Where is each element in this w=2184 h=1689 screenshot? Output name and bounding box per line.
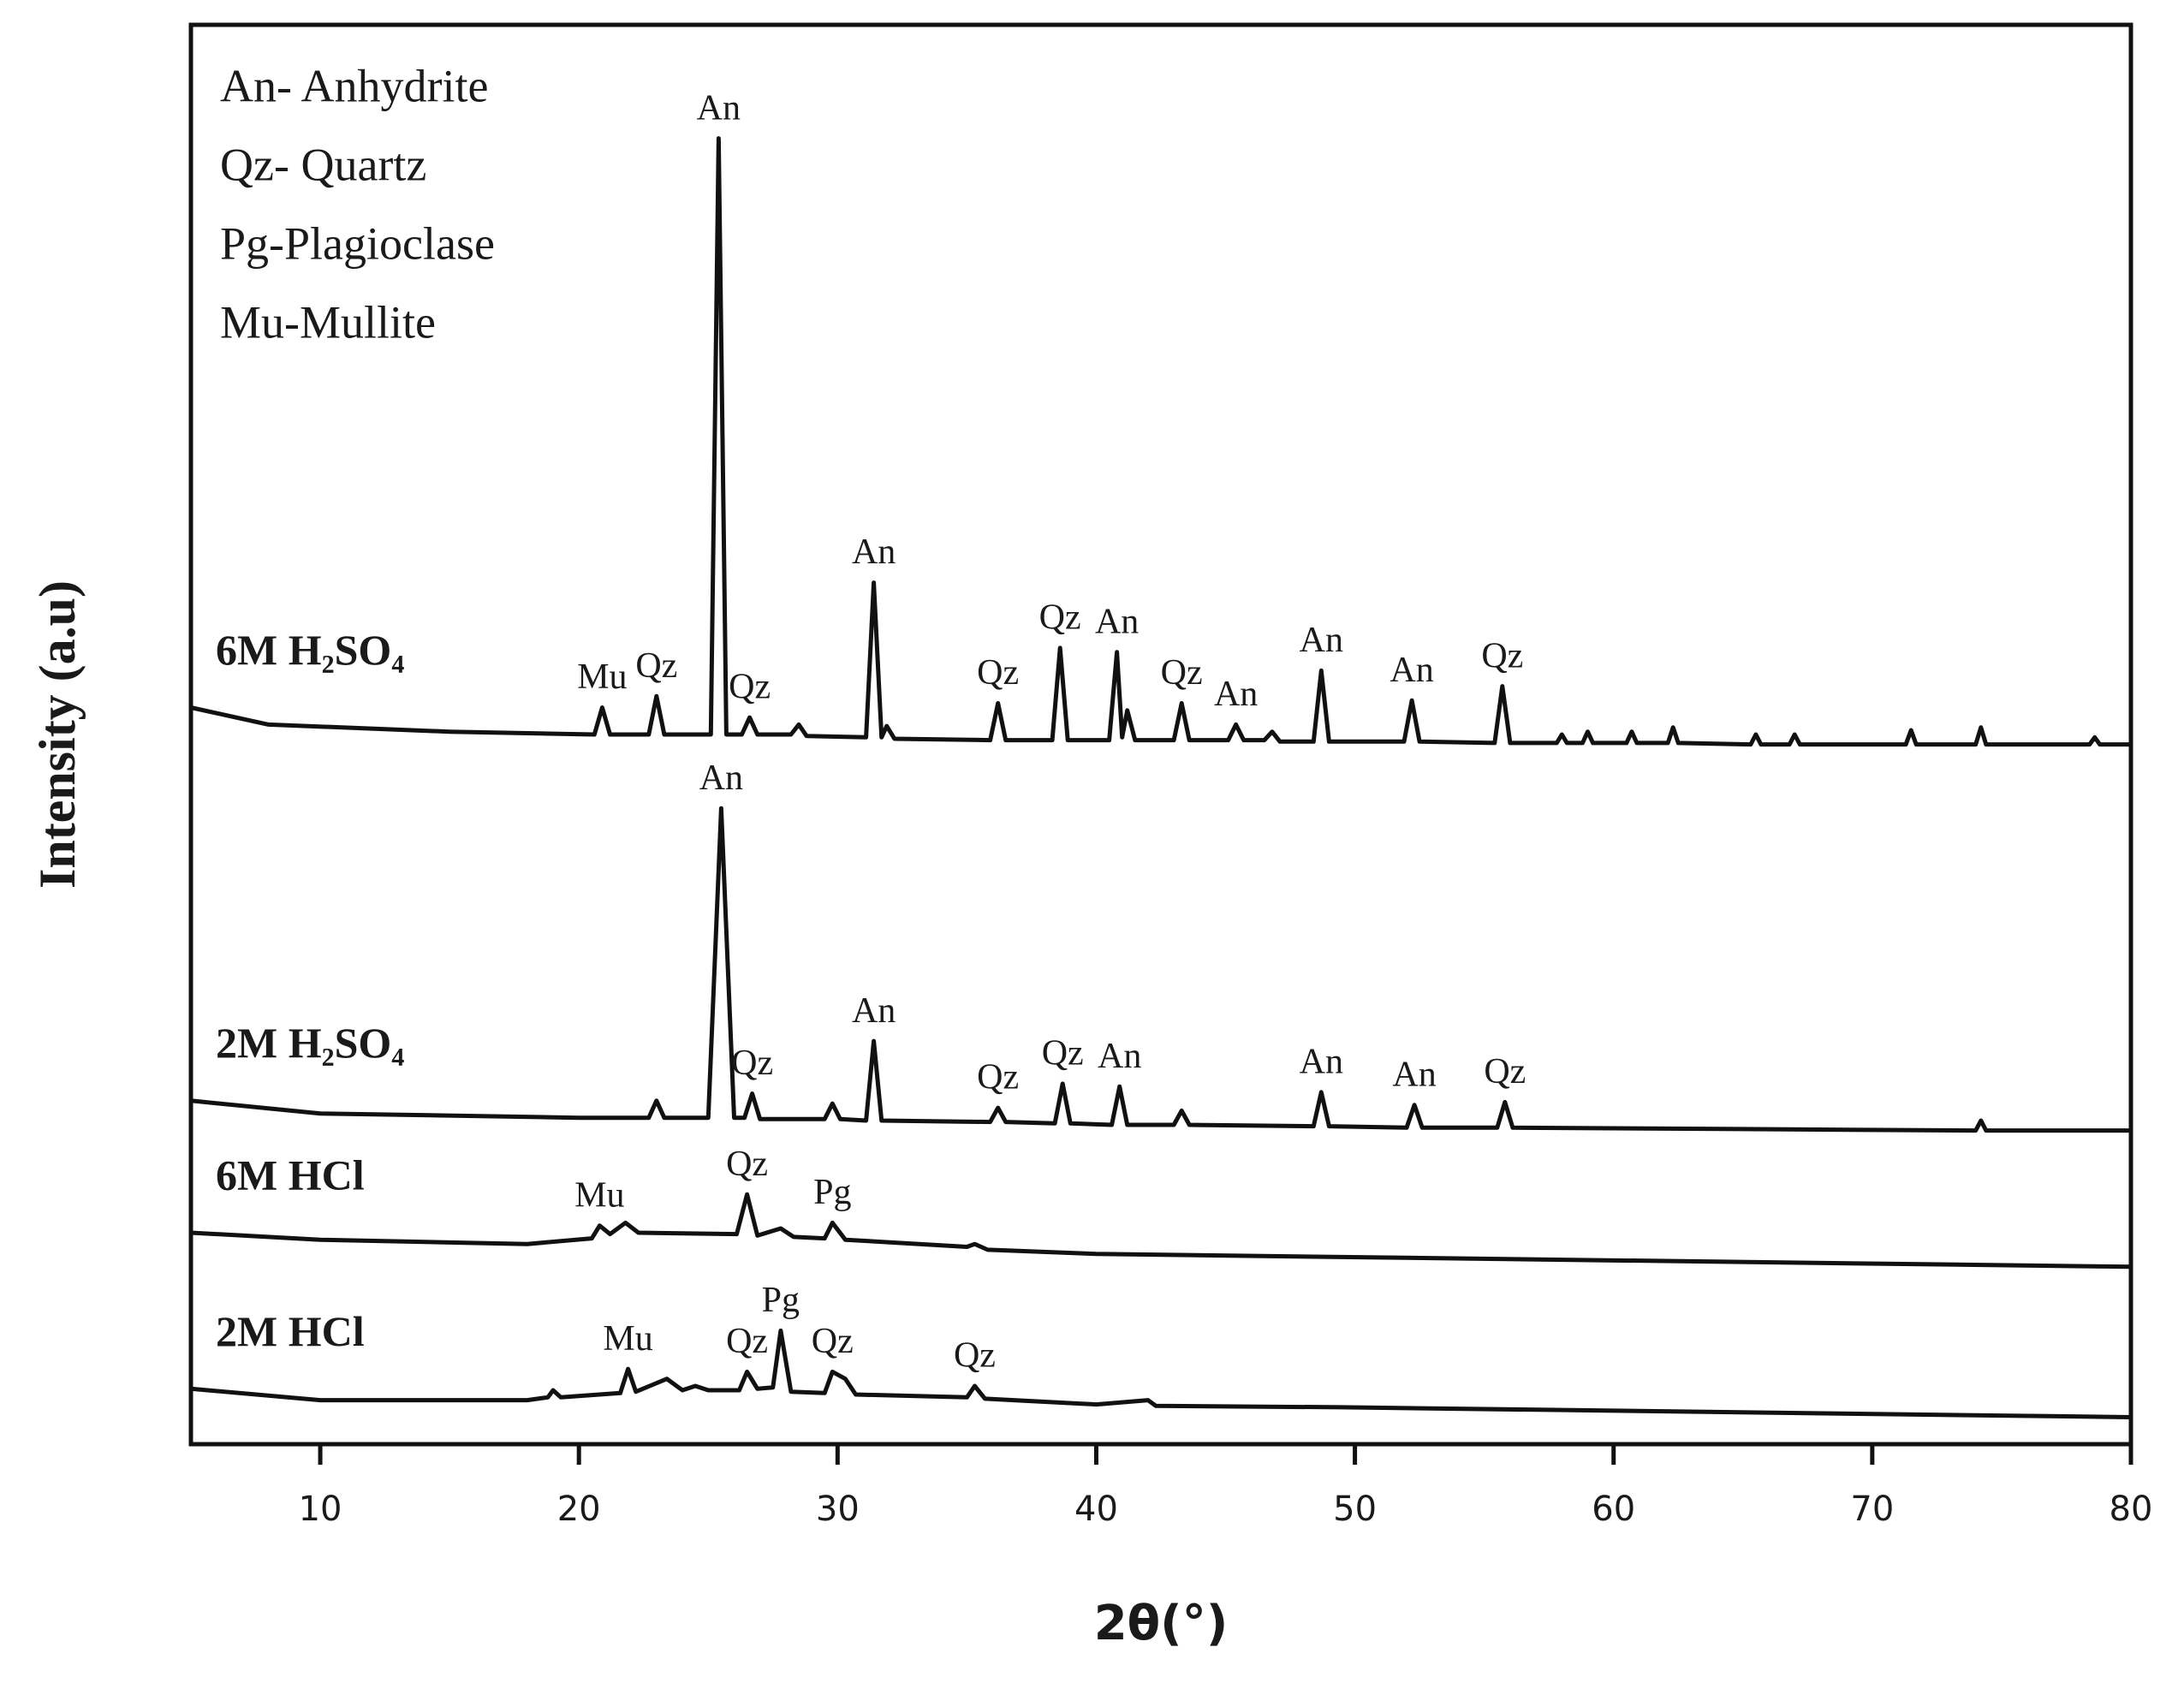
key-text: Qz- Quartz	[220, 139, 426, 190]
x-tick-label: 70	[1850, 1490, 1894, 1529]
peak-label: An	[699, 758, 743, 798]
peak-label: An	[697, 88, 741, 128]
x-tick-label: 10	[299, 1490, 342, 1529]
peak-label: Mu	[603, 1319, 652, 1359]
peak-label: Qz	[1039, 598, 1081, 638]
series-line	[190, 1192, 2132, 1270]
series-line	[190, 1328, 2132, 1419]
x-tick-label: 20	[557, 1490, 601, 1529]
key-text: Pg-Plagioclase	[220, 217, 495, 269]
peak-label: An	[852, 991, 896, 1031]
peak-label: Mu	[577, 657, 627, 697]
key-text: An- Anhydrite	[220, 60, 488, 111]
peak-label: An	[1390, 651, 1433, 690]
peak-label: An	[1214, 675, 1258, 714]
x-tick-label: 40	[1074, 1490, 1118, 1529]
peak-label: An	[1300, 1042, 1343, 1081]
peak-label: Qz	[977, 653, 1019, 693]
plot-frame	[188, 22, 2133, 1447]
peak-label: Pg	[813, 1173, 851, 1212]
series-label: 2M HCl	[216, 1307, 365, 1355]
key-text: Mu-Mullite	[220, 296, 436, 348]
peak-label: Qz	[1161, 653, 1203, 693]
y-axis-label: Intensity (a.u)	[29, 580, 86, 889]
series-line	[190, 136, 2131, 747]
series-label: 6M H₂SO₄	[216, 626, 404, 674]
x-tick-label: 50	[1333, 1490, 1377, 1529]
peak-label: Qz	[726, 1145, 768, 1184]
series-label: 2M H₂SO₄	[216, 1019, 404, 1067]
peak-label: Qz	[1481, 636, 1523, 675]
peak-label: Qz	[812, 1322, 854, 1361]
peak-label: An	[1095, 602, 1139, 641]
x-tick-label: 30	[816, 1490, 860, 1529]
peak-label: An	[852, 532, 896, 572]
series-label: 6M HCl	[216, 1151, 365, 1198]
peak-label: Qz	[977, 1058, 1019, 1097]
peak-label: Pg	[762, 1281, 800, 1320]
peak-label: Qz	[731, 1044, 773, 1083]
peak-label: Qz	[1042, 1034, 1084, 1073]
peak-label: Qz	[726, 1322, 768, 1361]
x-tick-label: 60	[1592, 1490, 1635, 1529]
peak-label: Qz	[635, 646, 677, 686]
series-line	[190, 806, 2131, 1133]
peak-label: An	[1392, 1055, 1436, 1094]
x-tick-label: 80	[2110, 1490, 2153, 1529]
peak-label: Qz	[954, 1336, 996, 1376]
peak-label: An	[1300, 621, 1343, 660]
peak-label: Qz	[729, 668, 771, 707]
peak-label: Qz	[1484, 1052, 1526, 1091]
peak-label: An	[1098, 1037, 1141, 1076]
x-axis-label: 2θ(°)	[1094, 1596, 1229, 1651]
peak-label: Mu	[574, 1175, 624, 1215]
